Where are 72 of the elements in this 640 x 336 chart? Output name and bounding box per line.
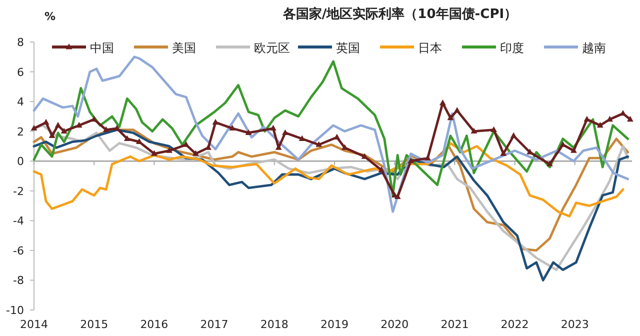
legend-label: 欧元区 — [254, 41, 290, 55]
point — [102, 126, 110, 132]
x-tick-label: 2015 — [80, 318, 108, 331]
point — [151, 150, 158, 156]
point — [596, 122, 604, 128]
y-tick-label: -10 — [6, 304, 24, 317]
point — [570, 147, 577, 153]
point — [408, 158, 414, 164]
x-tick-label: 2014 — [20, 318, 48, 331]
line-series — [32, 142, 624, 218]
y-tick-label: 6 — [17, 66, 24, 79]
y-tick-label: -8 — [13, 274, 24, 288]
line-series — [32, 128, 629, 252]
y-tick-label: -4 — [13, 214, 24, 228]
point — [182, 141, 190, 147]
point — [90, 116, 98, 122]
point — [54, 122, 62, 128]
point — [334, 134, 340, 140]
point — [620, 110, 626, 116]
point — [626, 116, 634, 122]
point — [124, 135, 130, 141]
point — [114, 124, 120, 131]
point — [439, 100, 446, 106]
point — [48, 132, 56, 138]
point — [30, 124, 38, 131]
legend-label: 日本 — [418, 41, 442, 55]
x-tick-label: 2018 — [260, 318, 288, 331]
point — [76, 122, 82, 128]
y-tick-label: -6 — [13, 244, 24, 258]
legend-label: 英国 — [336, 41, 360, 55]
point — [424, 154, 431, 160]
legend-label: 中国 — [90, 41, 114, 55]
point — [546, 160, 553, 166]
point — [136, 138, 142, 144]
x-tick-label: 2022 — [500, 318, 529, 331]
point — [454, 106, 460, 113]
point — [510, 132, 517, 138]
legend-label: 印度 — [500, 41, 524, 55]
chart-title: 各国家/地区实际利率（10年国债-CPI） — [282, 6, 518, 22]
point — [282, 129, 288, 136]
point — [361, 153, 368, 159]
x-tick-label: 2019 — [320, 318, 349, 331]
x-tick-label: 2020 — [380, 318, 409, 331]
point — [378, 166, 385, 172]
point — [166, 147, 172, 153]
point — [316, 141, 322, 147]
point — [270, 124, 276, 131]
point — [394, 193, 401, 200]
point — [192, 150, 199, 156]
y-axis-title: % — [44, 10, 56, 23]
x-tick-label: 2017 — [200, 318, 228, 331]
legend-label: 美国 — [172, 41, 196, 55]
point — [298, 135, 306, 141]
x-tick-label: 2023 — [560, 318, 589, 331]
point — [42, 118, 50, 125]
point — [500, 150, 507, 156]
y-tick-label: 4 — [17, 96, 24, 109]
y-tick-label: -2 — [13, 184, 24, 198]
y-tick-label: 2 — [17, 125, 24, 138]
point — [245, 129, 252, 136]
point — [490, 126, 497, 132]
point — [447, 114, 454, 120]
point — [60, 128, 68, 134]
y-tick-label: 0 — [17, 155, 24, 168]
point — [229, 124, 236, 131]
legend-label: 越南 — [582, 41, 606, 55]
point — [584, 116, 590, 122]
x-tick-label: 2016 — [140, 318, 168, 331]
point — [212, 118, 219, 125]
x-tick-label: 2021 — [440, 318, 469, 331]
y-tick-label: 8 — [17, 36, 24, 49]
point — [470, 128, 478, 134]
